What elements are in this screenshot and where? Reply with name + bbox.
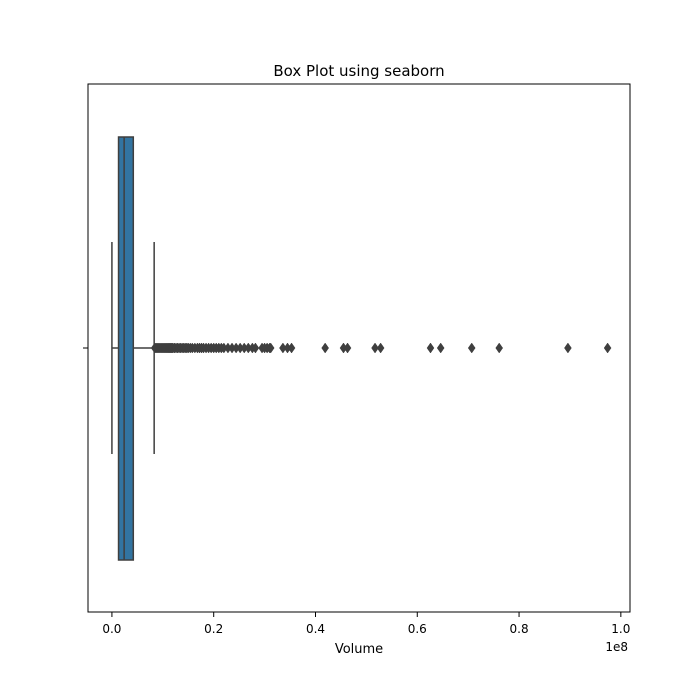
x-tick-label: 0.4	[306, 622, 325, 636]
plot-content	[111, 136, 612, 561]
outlier-point	[251, 342, 260, 354]
outlier-point	[376, 342, 385, 354]
x-axis: 0.0 0.2 0.4 0.6 0.8 1.0	[102, 612, 630, 636]
outlier-point	[564, 342, 572, 354]
x-tick-label: 0.0	[102, 622, 121, 636]
outlier-point	[426, 342, 435, 354]
x-axis-label: Volume	[335, 642, 383, 657]
x-tick-label: 1.0	[611, 622, 630, 636]
chart-title: Box Plot using seaborn	[273, 62, 444, 80]
x-axis-scale-label: 1e8	[605, 640, 628, 654]
outlier-point	[287, 342, 296, 354]
outlier-point	[436, 342, 445, 354]
x-tick-label: 0.2	[204, 622, 223, 636]
box-iqr	[117, 136, 135, 561]
x-tick-label: 0.6	[408, 622, 427, 636]
outlier-point	[371, 342, 379, 354]
x-tick-label: 0.8	[510, 622, 529, 636]
outlier-point	[467, 342, 476, 354]
outlier-point	[603, 342, 612, 354]
outlier-point	[266, 342, 275, 354]
outlier-point	[343, 342, 352, 354]
outlier-point	[321, 342, 329, 354]
outlier-point	[495, 342, 504, 354]
